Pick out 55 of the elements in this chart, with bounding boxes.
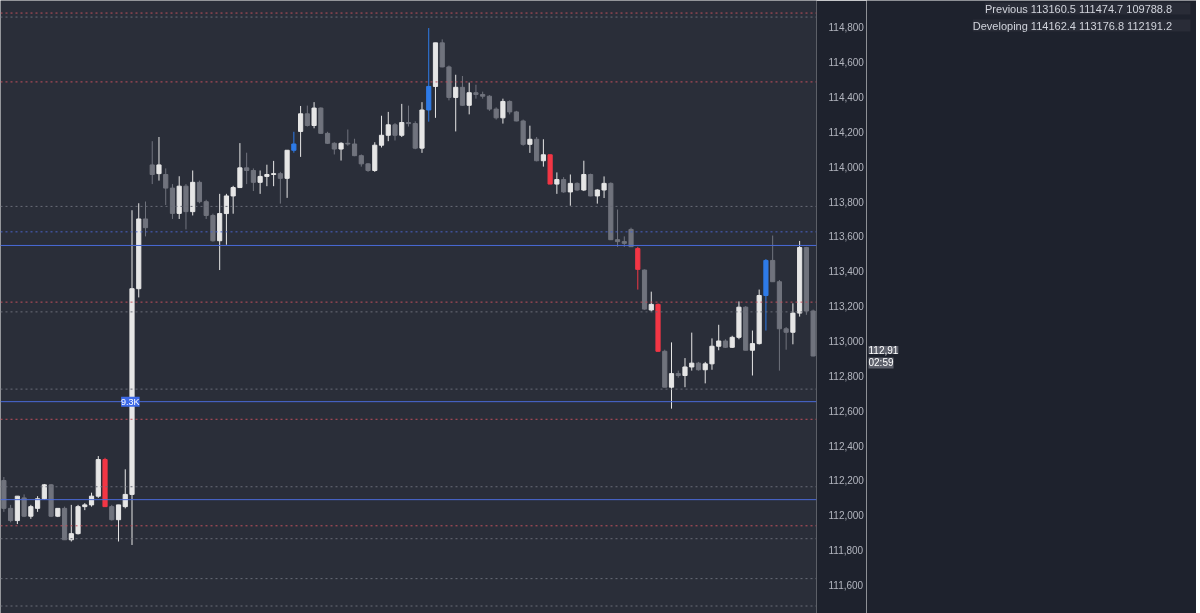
candlestick bbox=[466, 82, 472, 115]
candlestick bbox=[459, 75, 466, 107]
candlestick bbox=[783, 326, 789, 351]
candlestick bbox=[534, 136, 540, 162]
candlestick bbox=[668, 341, 675, 410]
candlestick bbox=[770, 235, 776, 283]
candlestick bbox=[291, 131, 297, 154]
y-tick-label: 112,400 bbox=[828, 440, 865, 452]
candlestick bbox=[244, 152, 250, 185]
y-tick-label: 114,600 bbox=[828, 57, 865, 69]
annotation: 9.3K bbox=[121, 396, 140, 407]
candlestick bbox=[453, 74, 459, 132]
candlestick bbox=[540, 138, 546, 168]
y-tick-label: 112,000 bbox=[828, 510, 865, 522]
candlestick bbox=[500, 98, 506, 125]
y-tick-label: 112,800 bbox=[828, 370, 865, 382]
y-tick-label: 114,000 bbox=[828, 161, 865, 173]
candlestick bbox=[689, 332, 695, 372]
text: Developing 114162.4 113176.8 112191.2 bbox=[972, 19, 1173, 32]
y-tick-label: 113,600 bbox=[828, 231, 865, 243]
candlestick bbox=[426, 27, 432, 123]
y-tick-label: 113,800 bbox=[828, 196, 865, 208]
text: Previous 113160.5 111474.7 109788.8 bbox=[985, 2, 1173, 15]
candlestick bbox=[338, 141, 344, 162]
candlestick bbox=[250, 167, 256, 192]
candlestick bbox=[196, 180, 203, 204]
y-tick-label: 112,200 bbox=[828, 475, 865, 487]
y-tick-label: 113,400 bbox=[828, 266, 865, 278]
y-tick-label: 113,000 bbox=[828, 336, 865, 347]
candlestick bbox=[399, 103, 405, 138]
candlestick bbox=[115, 504, 122, 542]
candlestick bbox=[554, 171, 560, 195]
candlestick bbox=[156, 136, 162, 182]
y-tick-label: 111,800 bbox=[828, 545, 864, 557]
y-tick-label: 114,200 bbox=[828, 126, 865, 138]
candlestick bbox=[567, 174, 573, 207]
y-tick-label: 112,600 bbox=[828, 405, 865, 417]
candlestick bbox=[277, 171, 283, 205]
candlestick bbox=[527, 125, 533, 154]
candlestick bbox=[298, 105, 304, 158]
y-tick-label: 114,400 bbox=[828, 91, 865, 103]
y-tick-label: 114,800 bbox=[828, 22, 865, 34]
y-tick-label: 113,200 bbox=[828, 301, 865, 313]
candlestick bbox=[405, 105, 412, 128]
text: 112,91 bbox=[868, 344, 899, 356]
candlestick bbox=[682, 357, 688, 388]
candlestick bbox=[163, 167, 169, 206]
candlestick bbox=[385, 111, 391, 142]
candlestick bbox=[311, 101, 317, 129]
candlestick bbox=[635, 246, 641, 291]
y-tick-label: 111,600 bbox=[828, 580, 864, 592]
text: 02:59 bbox=[868, 357, 894, 369]
candlestick bbox=[304, 105, 310, 128]
candlestick bbox=[581, 160, 587, 192]
candlestick bbox=[149, 140, 155, 185]
